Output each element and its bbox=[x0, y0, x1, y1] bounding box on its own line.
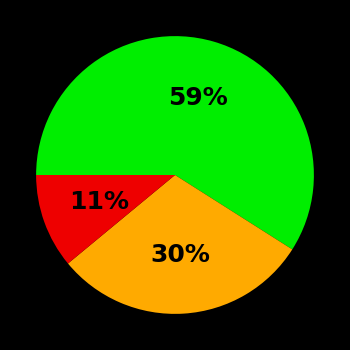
Text: 59%: 59% bbox=[168, 86, 228, 110]
Text: 11%: 11% bbox=[69, 190, 129, 214]
Wedge shape bbox=[36, 36, 314, 250]
Text: 30%: 30% bbox=[150, 243, 210, 267]
Wedge shape bbox=[36, 175, 175, 264]
Wedge shape bbox=[68, 175, 292, 314]
